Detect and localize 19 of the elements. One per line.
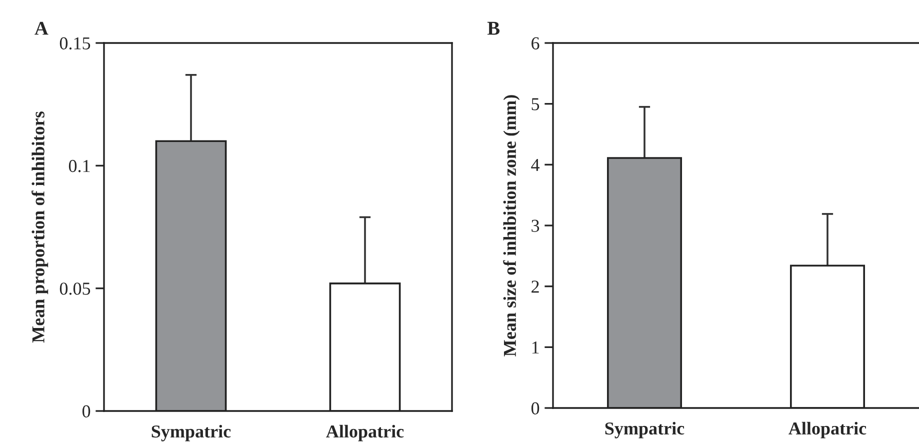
y-axis-title: Mean size of inhibition zone (mm) bbox=[503, 95, 520, 356]
y-tick-label: 4 bbox=[531, 159, 540, 171]
y-tick-label: 0.05 bbox=[60, 282, 90, 295]
y-tick-label: 0 bbox=[82, 405, 90, 418]
y-tick-label: 0.15 bbox=[60, 37, 90, 50]
x-tick-label: Sympatric bbox=[605, 422, 684, 438]
y-tick-label: 0.1 bbox=[68, 160, 90, 172]
y-tick-label: 5 bbox=[532, 98, 540, 110]
y-tick-label: 3 bbox=[532, 220, 540, 232]
y-tick-label: 2 bbox=[532, 280, 539, 293]
x-tick-label: Sympatric bbox=[152, 424, 231, 442]
y-tick-label: 6 bbox=[532, 37, 540, 50]
y-tick-label: 0 bbox=[531, 402, 540, 414]
y-axis-title: Mean proportion of inhibitors bbox=[32, 111, 48, 343]
chart-title: A bbox=[34, 22, 48, 35]
y-tick-label: 1 bbox=[532, 342, 539, 354]
chart-title: B bbox=[487, 22, 500, 35]
x-tick-label: Allopatric bbox=[788, 422, 866, 438]
x-tick-label: Allopatric bbox=[326, 424, 404, 442]
